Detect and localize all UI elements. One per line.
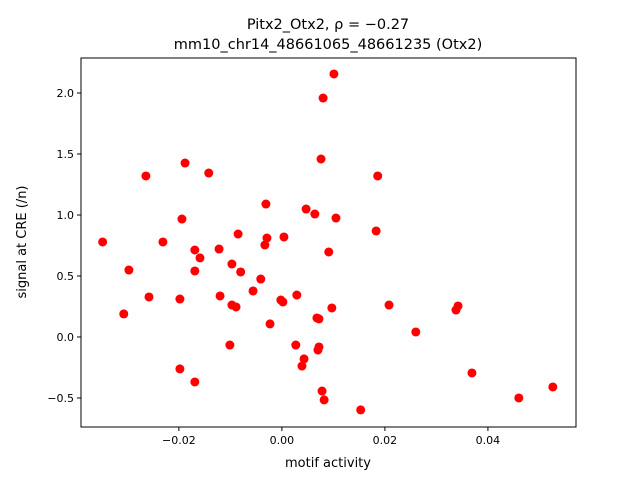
x-tick-label: 0.00: [270, 434, 295, 447]
data-point: [324, 247, 334, 257]
data-point: [411, 327, 421, 337]
data-point: [261, 199, 271, 209]
data-point: [314, 314, 324, 324]
data-point: [256, 274, 266, 284]
y-tick-label: −0.5: [47, 392, 74, 405]
y-tick-label: 1.5: [57, 148, 75, 161]
data-point: [236, 267, 246, 277]
data-point: [467, 368, 477, 378]
data-point: [265, 319, 275, 329]
data-point: [356, 405, 366, 415]
data-point: [190, 245, 200, 255]
data-point: [384, 300, 394, 310]
data-point: [291, 340, 301, 350]
data-point: [195, 253, 205, 263]
data-point: [227, 259, 237, 269]
x-axis-label: motif activity: [285, 456, 371, 471]
data-point: [180, 158, 190, 168]
data-point: [313, 345, 323, 355]
data-point: [514, 393, 524, 403]
data-point: [225, 340, 235, 350]
y-axis-label: signal at CRE (/n): [15, 185, 30, 298]
data-point: [299, 354, 309, 364]
data-point: [190, 377, 200, 387]
x-tick-label: −0.02: [162, 434, 196, 447]
data-point: [177, 214, 187, 224]
chart-title-line1: Pitx2_Otx2, ρ = −0.27: [247, 17, 409, 33]
x-tick-label: 0.02: [373, 434, 398, 447]
data-point: [260, 240, 270, 250]
x-tick-label: 0.04: [476, 434, 501, 447]
data-point: [329, 69, 339, 79]
data-point: [317, 386, 327, 396]
data-point: [318, 93, 328, 103]
data-point: [98, 237, 108, 247]
data-point: [214, 244, 224, 254]
data-point: [119, 309, 129, 319]
plot-frame: [80, 57, 577, 428]
y-tick-label: 0.5: [57, 270, 75, 283]
data-point: [279, 232, 289, 242]
data-point: [175, 364, 185, 374]
data-point: [204, 168, 214, 178]
data-point: [301, 204, 311, 214]
data-point: [319, 395, 329, 405]
data-point: [327, 303, 337, 313]
y-tick-label: 2.0: [57, 87, 75, 100]
y-tick-label: 1.0: [57, 209, 75, 222]
data-point: [231, 302, 241, 312]
data-point: [190, 266, 200, 276]
data-point: [233, 229, 243, 239]
data-point: [144, 292, 154, 302]
y-tick-label: 0.0: [57, 331, 75, 344]
data-point: [158, 237, 168, 247]
data-point: [331, 213, 341, 223]
data-point: [297, 361, 307, 371]
data-point: [262, 233, 272, 243]
data-point: [451, 305, 461, 315]
data-point: [316, 154, 326, 164]
data-point: [124, 265, 134, 275]
data-point: [371, 226, 381, 236]
data-point: [310, 209, 320, 219]
data-point: [141, 171, 151, 181]
data-point: [278, 297, 288, 307]
data-point: [215, 291, 225, 301]
data-point: [292, 290, 302, 300]
data-point: [175, 294, 185, 304]
data-point: [248, 286, 258, 296]
data-point: [373, 171, 383, 181]
data-point: [548, 382, 558, 392]
chart-title-line2: mm10_chr14_48661065_48661235 (Otx2): [174, 37, 482, 53]
